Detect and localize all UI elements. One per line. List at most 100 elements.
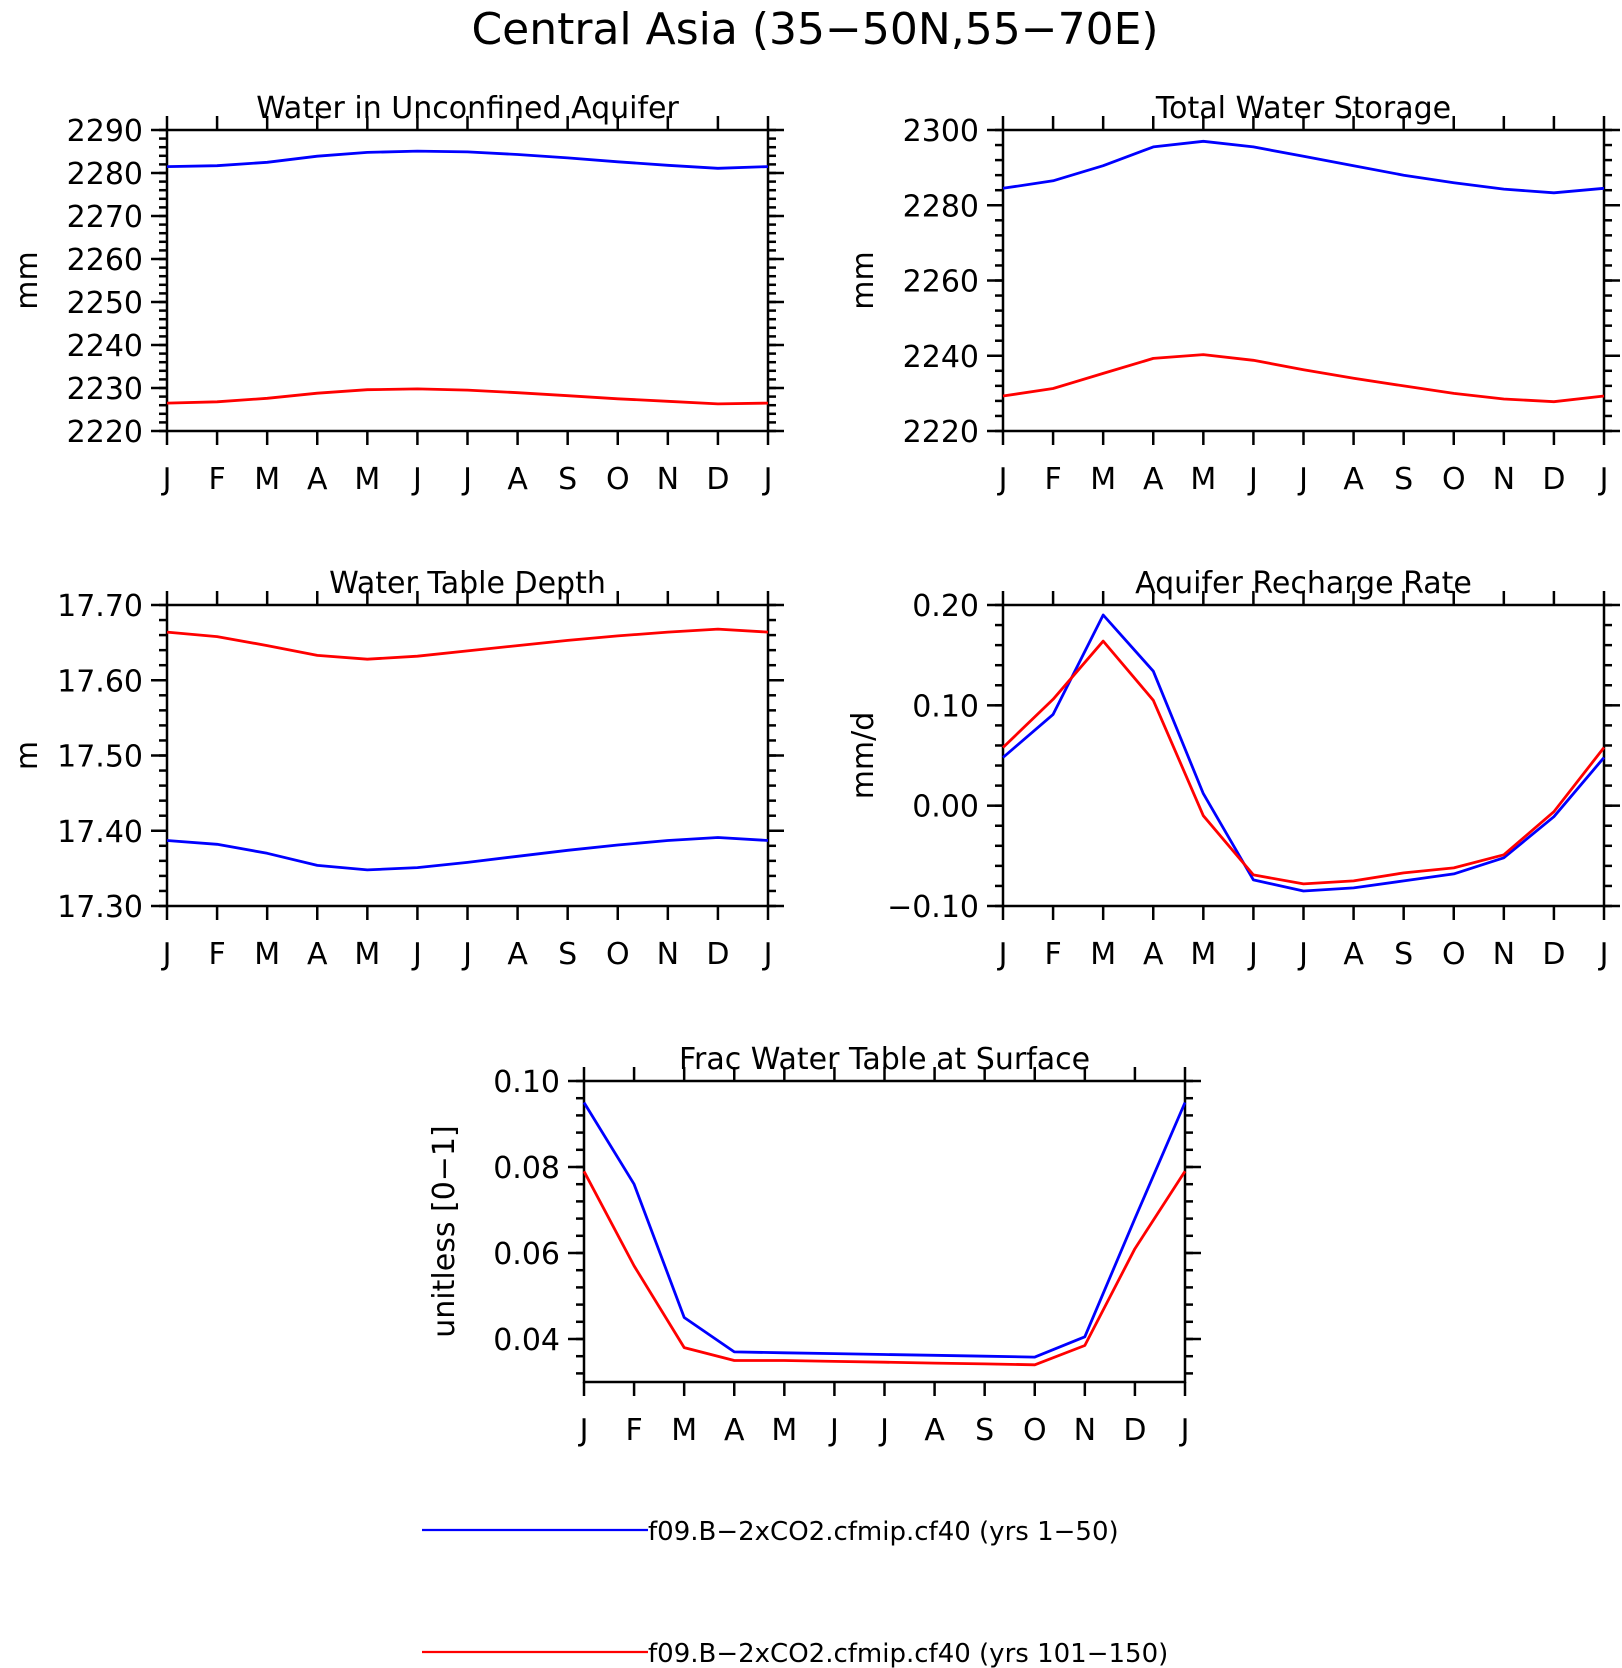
y-tick-label: 2300 [903, 114, 979, 149]
x-tick-label: A [1343, 462, 1364, 497]
plot-frame [1001, 128, 1606, 433]
x-tick-label: J [461, 937, 472, 972]
x-tick-label: M [771, 1413, 797, 1448]
x-tick-label: F [625, 1413, 642, 1448]
x-tick-label: J [1247, 462, 1258, 497]
x-tick-label: O [1442, 937, 1466, 972]
x-tick-label: J [762, 462, 773, 497]
series-line-1-water-table-depth [166, 836, 769, 872]
x-tick-label: F [208, 937, 225, 972]
y-tick-label: 17.30 [57, 890, 143, 925]
x-tick-label: J [1179, 1413, 1190, 1448]
y-tick-label: 2270 [67, 200, 143, 235]
x-tick-label: J [1598, 462, 1609, 497]
y-tick-label: 2220 [903, 415, 979, 450]
x-tick-label: A [924, 1413, 945, 1448]
y-axis-label: m [10, 741, 45, 770]
plot-frame [165, 128, 770, 433]
x-tick-label: A [507, 462, 528, 497]
x-tick-label: A [1343, 937, 1364, 972]
x-tick-label: D [706, 462, 729, 497]
x-tick-label: S [975, 1413, 994, 1448]
x-tick-label: D [706, 937, 729, 972]
x-tick-label: A [1143, 462, 1164, 497]
x-tick-label: D [1542, 462, 1565, 497]
y-axis-label: mm [10, 251, 45, 309]
x-tick-label: F [208, 462, 225, 497]
x-tick-label: F [1044, 462, 1061, 497]
x-tick-label: D [1542, 937, 1565, 972]
plot-frame [1001, 603, 1606, 908]
y-tick-label: −0.10 [887, 890, 979, 925]
y-tick-label: 0.00 [912, 790, 979, 825]
y-tick-label: 2240 [903, 340, 979, 375]
y-tick-label: 2280 [903, 189, 979, 224]
series-line-1-aquifer-recharge-rate [1002, 613, 1606, 893]
x-tick-label: N [657, 937, 679, 972]
x-tick-label: M [1090, 462, 1116, 497]
x-tick-label: J [1247, 937, 1258, 972]
y-tick-label: 17.70 [57, 589, 143, 624]
x-tick-label: J [828, 1413, 839, 1448]
x-tick-label: J [411, 462, 422, 497]
figure-title: Central Asia (35−50N,55−70E) [471, 4, 1158, 55]
y-tick-label: 0.06 [493, 1237, 560, 1272]
y-tick-label: 2280 [67, 157, 143, 192]
x-tick-label: J [161, 462, 172, 497]
y-tick-label: 0.10 [912, 689, 979, 724]
legend-label-series-1: f09.B−2xCO2.cfmip.cf40 (yrs 1−50) [648, 1517, 1119, 1547]
x-tick-label: J [1297, 462, 1308, 497]
x-tick-label: N [1493, 937, 1515, 972]
series-line-1-water-in-unconfined-aquifer [166, 149, 769, 170]
x-tick-label: M [254, 937, 280, 972]
x-tick-label: A [724, 1413, 745, 1448]
y-tick-label: 2240 [67, 329, 143, 364]
y-axis-label: unitless [0−1] [427, 1125, 462, 1337]
x-tick-label: O [1442, 462, 1466, 497]
series-line-2-total-water-storage [1002, 353, 1605, 404]
plot-frame [582, 1079, 1187, 1384]
x-tick-label: J [997, 462, 1008, 497]
x-tick-label: O [606, 462, 630, 497]
y-tick-label: 2220 [67, 415, 143, 450]
series-line-1-frac-water-table-at-surface [582, 1101, 1187, 1359]
x-tick-label: J [762, 937, 773, 972]
x-tick-label: N [657, 462, 679, 497]
legend: f09.B−2xCO2.cfmip.cf40 (yrs 1−50) f09.B−… [422, 1517, 1168, 1668]
y-axis-label: mm/d [846, 712, 881, 800]
x-tick-label: N [1493, 462, 1515, 497]
series-line-2-aquifer-recharge-rate [1002, 639, 1606, 886]
series-line-1-total-water-storage [1002, 139, 1605, 195]
x-tick-label: A [507, 937, 528, 972]
x-tick-label: J [1297, 937, 1308, 972]
x-tick-label: J [997, 937, 1008, 972]
x-tick-label: J [578, 1413, 589, 1448]
x-tick-label: J [461, 462, 472, 497]
series-line-2-water-table-depth [166, 627, 769, 661]
x-tick-label: J [1598, 937, 1609, 972]
y-tick-label: 2290 [67, 114, 143, 149]
x-tick-label: N [1074, 1413, 1096, 1448]
x-tick-label: O [606, 937, 630, 972]
x-tick-label: S [1394, 462, 1413, 497]
x-tick-label: M [254, 462, 280, 497]
x-tick-label: M [1190, 462, 1216, 497]
legend-label-series-2: f09.B−2xCO2.cfmip.cf40 (yrs 101−150) [648, 1639, 1168, 1668]
y-tick-label: 17.60 [57, 664, 143, 699]
x-tick-label: J [161, 937, 172, 972]
y-tick-label: 0.20 [912, 589, 979, 624]
x-tick-label: M [354, 937, 380, 972]
x-tick-label: S [1394, 937, 1413, 972]
x-tick-label: M [354, 462, 380, 497]
x-tick-label: J [878, 1413, 889, 1448]
y-tick-label: 2230 [67, 372, 143, 407]
y-tick-label: 17.50 [57, 740, 143, 775]
y-tick-label: 0.10 [493, 1065, 560, 1100]
x-tick-label: M [671, 1413, 697, 1448]
x-tick-label: F [1044, 937, 1061, 972]
